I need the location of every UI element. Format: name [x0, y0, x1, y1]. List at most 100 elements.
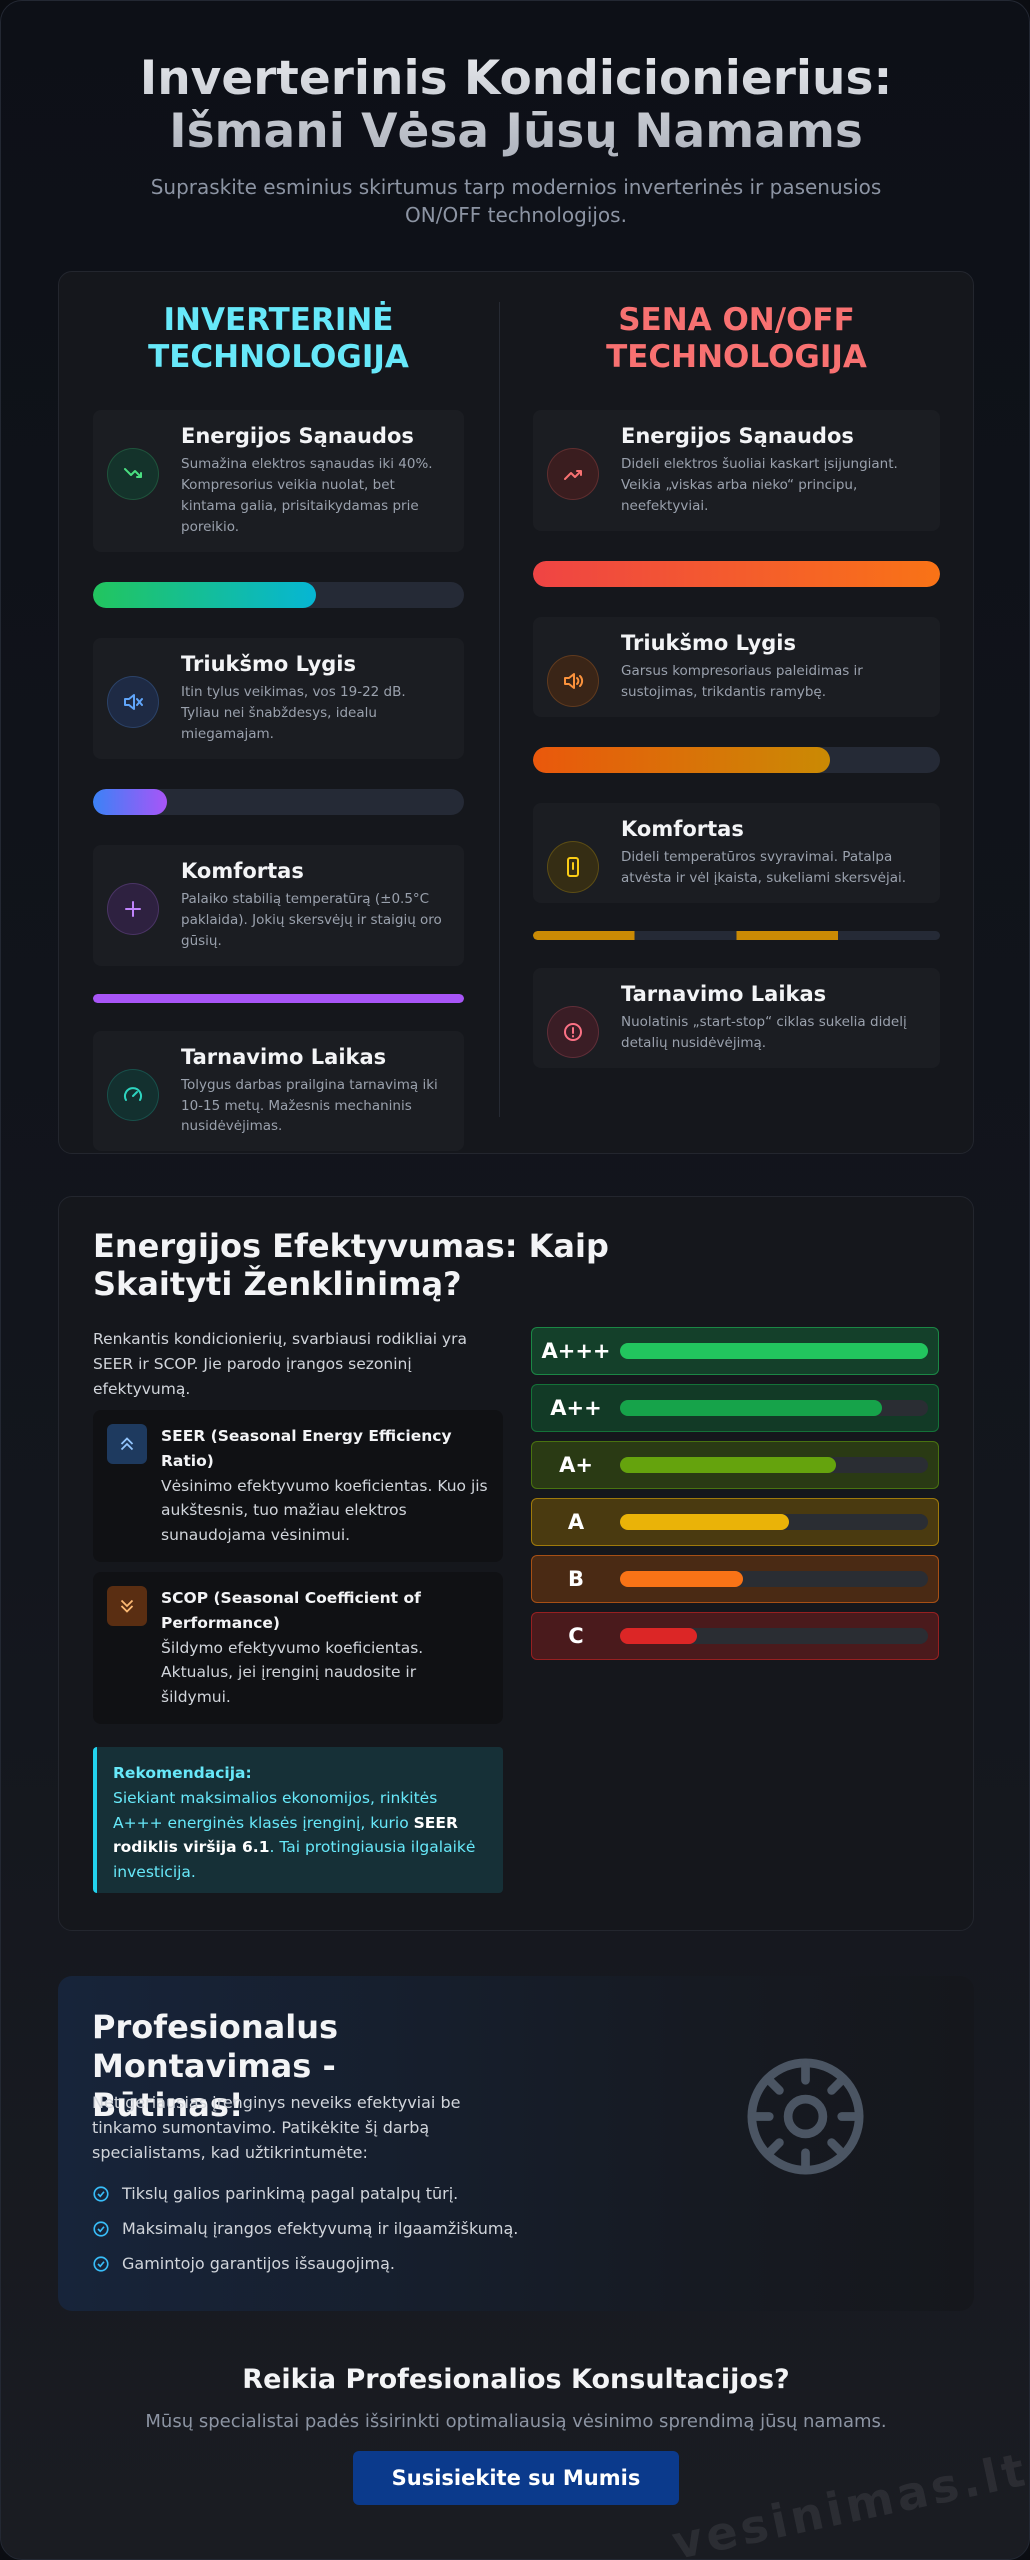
- class-track: [620, 1457, 928, 1473]
- checklist-text: Gamintojo garantijos išsaugojimą.: [122, 2254, 395, 2273]
- feature-title: Triukšmo Lygis: [181, 652, 356, 677]
- feature-text: Dideli elektros šuoliai kaskart įsijungi…: [621, 456, 898, 515]
- feature-text: Dideli temperatūros svyravimai. Patalpa …: [621, 849, 907, 887]
- comparison-section: INVERTERINĖ TECHNOLOGIJA Energijos Sąnau…: [58, 271, 974, 1154]
- icon: [107, 448, 159, 501]
- term-card: SCOP (Seasonal Coefficient of Performanc…: [93, 1572, 503, 1724]
- efficiency-section: Energijos Efektyvumas: Kaip Skaityti Žen…: [58, 1196, 974, 1931]
- indicator-bar: [93, 788, 464, 815]
- indicator-fill: [533, 931, 940, 941]
- icon: [107, 882, 159, 935]
- indicator-bar: [93, 582, 464, 609]
- class-fill: [620, 1628, 697, 1644]
- energy-class: B: [531, 1555, 939, 1603]
- feature-card: Triukšmo Lygis Itin tylus veikimas, vos 1…: [93, 638, 464, 759]
- onoff-column: SENA ON/OFF TECHNOLOGIJA Energijos Sąnau…: [533, 302, 940, 1069]
- feature-text: Nuolatinis „start-stop“ ciklas sukelia d…: [621, 1014, 907, 1052]
- cta-title: Reikia Profesionalios Konsultacijos?: [242, 2364, 790, 2395]
- recommendation-emphasis: SEER rodiklis viršija 6.1: [113, 1813, 458, 1857]
- feature-card: Energijos Sąnaudos Sumažina elektros sąna…: [93, 410, 464, 553]
- section-text: Net geriausias įrenginys neveiks efektyv…: [92, 2093, 461, 2162]
- icon: [107, 1424, 147, 1464]
- class-label: A++: [550, 1396, 602, 1420]
- feature-card: Komfortas Dideli temperatūros svyravimai.…: [533, 803, 940, 904]
- class-track: [620, 1514, 928, 1530]
- intro-text: Renkantis kondicionierių, svarbiausi rod…: [93, 1330, 467, 1398]
- class-label: B: [567, 1567, 584, 1591]
- class-fill: [620, 1343, 928, 1359]
- energy-class: A+++: [531, 1327, 939, 1375]
- indicator-fill: [93, 582, 316, 609]
- indicator-bar: [93, 993, 464, 1003]
- checklist-item: Tikslų galios parinkimą pagal patalpų tū…: [92, 2184, 518, 2203]
- term-text: Vėsinimo efektyvumo koeficientas. Kuo ji…: [161, 1476, 488, 1545]
- gear-icon: [747, 2058, 864, 2175]
- feature-title: Tarnavimo Laikas: [621, 982, 827, 1007]
- class-label: C: [568, 1624, 584, 1648]
- feature-card: Komfortas Palaiko stabilią temperatūrą (±…: [93, 844, 464, 966]
- recommendation-label: Rekomendacija:: [113, 1764, 252, 1782]
- feature-title: Triukšmo Lygis: [621, 631, 796, 656]
- feature-title: Komfortas: [181, 858, 304, 883]
- feature-card: Tarnavimo Laikas Nuolatinis „start-stop“ …: [533, 968, 940, 1069]
- term-text: Šildymo efektyvumo koeficientas. Aktualu…: [161, 1638, 424, 1707]
- feature-card: Tarnavimo Laikas Tolygus darbas prailgina…: [93, 1030, 464, 1152]
- feature-title: Tarnavimo Laikas: [181, 1044, 387, 1069]
- icon: [547, 655, 599, 708]
- recommendation-text: . Tai protingiausia ilgalaikė investicij…: [113, 1838, 476, 1882]
- indicator-fill: [533, 561, 940, 588]
- column-title: SENA ON/OFF TECHNOLOGIJA: [606, 302, 867, 376]
- icon: [547, 448, 599, 501]
- feature-title: Energijos Sąnaudos: [621, 424, 854, 449]
- indicator-fill: [93, 993, 464, 1003]
- checklist-text: Tikslų galios parinkimą pagal patalpų tū…: [122, 2184, 459, 2203]
- recommendation: Rekomendacija: Siekiant maksimalios ekono…: [93, 1747, 503, 1893]
- class-label: A+: [559, 1453, 593, 1477]
- section-title: Energijos Efektyvumas: Kaip Skaityti Žen…: [93, 1227, 609, 1304]
- indicator-bar: [533, 561, 940, 588]
- icon: [107, 1068, 159, 1121]
- watermark: vesinimas.lt: [667, 2441, 1030, 2560]
- energy-class: A: [531, 1498, 939, 1546]
- indicator-fill: [533, 747, 831, 774]
- inverter-column: INVERTERINĖ TECHNOLOGIJA Energijos Sąnau…: [93, 302, 464, 1152]
- class-fill: [620, 1571, 744, 1587]
- indicator-bar: [533, 931, 940, 941]
- indicator-bar: [533, 747, 940, 774]
- class-track: [620, 1571, 928, 1587]
- checklist-item: Maksimalų įrangos efektyvumą ir ilgaamži…: [92, 2219, 518, 2238]
- icon: [107, 676, 159, 729]
- term-name: SCOP (Seasonal Coefficient of Performanc…: [161, 1589, 421, 1632]
- checklist-item: Gamintojo garantijos išsaugojimą.: [92, 2254, 518, 2273]
- page-title: Inverterinis Kondicionierius: Išmani Vės…: [56, 52, 976, 158]
- class-track: [620, 1628, 928, 1644]
- contact-button[interactable]: Susisiekite su Mumis: [353, 2451, 679, 2505]
- class-label: A+++: [541, 1339, 611, 1363]
- recommendation-text: Siekiant maksimalios ekonomijos, rinkitė…: [113, 1788, 438, 1832]
- icon: [107, 1586, 147, 1626]
- feature-text: Itin tylus veikimas, vos 19-22 dB. Tylia…: [181, 684, 406, 742]
- class-track: [620, 1343, 928, 1359]
- column-title: INVERTERINĖ TECHNOLOGIJA: [148, 302, 409, 376]
- feature-title: Komfortas: [621, 817, 744, 842]
- feature-text: Garsus kompresoriaus paleidimas ir susto…: [621, 663, 863, 701]
- term-name: SEER (Seasonal Energy Efficiency Ratio): [161, 1427, 452, 1470]
- indicator-fill: [93, 788, 168, 815]
- section-title: Profesionalus Montavimas - Būtinas!: [92, 2008, 339, 2125]
- feature-card: Triukšmo Lygis Garsus kompresoriaus palei…: [533, 617, 940, 718]
- divider: [499, 302, 500, 1117]
- page-subtitle: Supraskite esminius skirtumus tarp moder…: [150, 175, 882, 227]
- feature-text: Palaiko stabilią temperatūrą (±0.5°C pak…: [181, 890, 442, 949]
- icon: [547, 841, 599, 894]
- feature-title: Energijos Sąnaudos: [181, 424, 414, 449]
- class-fill: [620, 1514, 790, 1530]
- term-card: SEER (Seasonal Energy Efficiency Ratio) …: [93, 1410, 503, 1562]
- class-label: A: [567, 1510, 585, 1534]
- energy-class: C: [531, 1612, 939, 1660]
- feature-text: Sumažina elektros sąnaudas iki 40%. Komp…: [181, 456, 433, 536]
- energy-class: A++: [531, 1384, 939, 1432]
- installation-section: Profesionalus Montavimas - Būtinas! Net …: [58, 1976, 974, 2311]
- class-fill: [620, 1400, 882, 1416]
- checklist: Tikslų galios parinkimą pagal patalpų tū…: [92, 2184, 518, 2289]
